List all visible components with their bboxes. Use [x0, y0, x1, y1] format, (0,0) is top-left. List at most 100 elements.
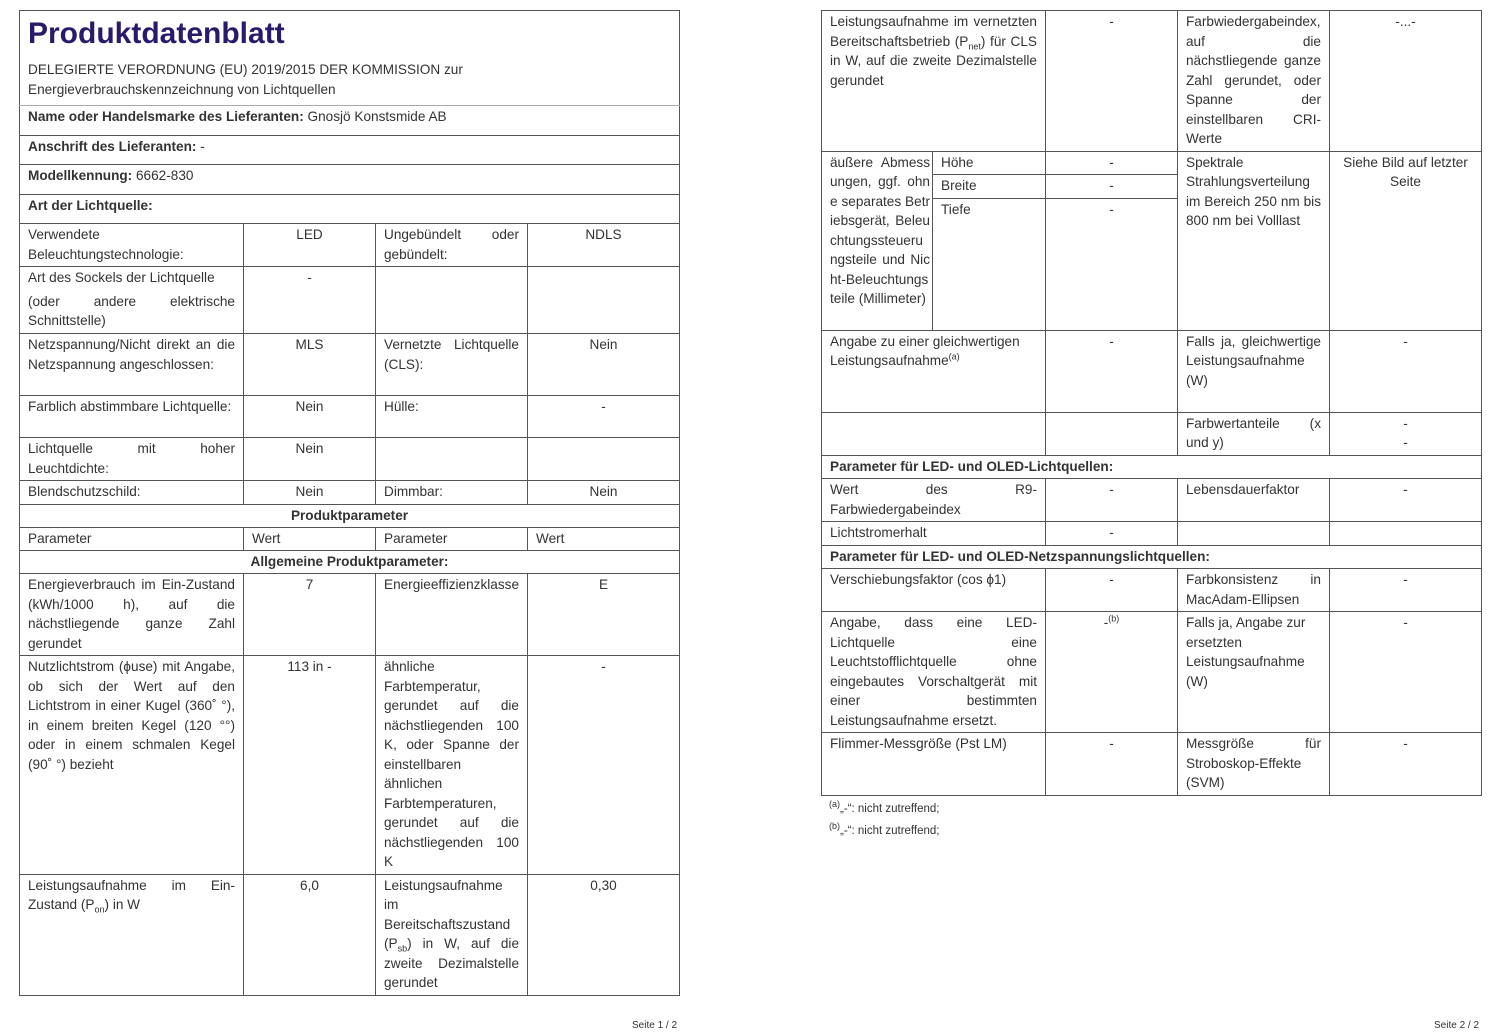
param-label: Hülle: — [375, 395, 528, 438]
empty-cell — [1177, 521, 1330, 546]
footnote-b: (b)„-“: nicht zutreffend; — [821, 820, 1481, 842]
param-label: Farbwiedergabeindex, auf die nächstliege… — [1177, 10, 1330, 152]
table-row: Lichtquelle mit hoher Leuchtdichte: Nein — [19, 437, 680, 481]
param-value: - — [1045, 478, 1178, 522]
param-value: MLS — [243, 333, 376, 396]
param-label: Ungebündelt oder gebündelt: — [375, 223, 528, 267]
param-label — [375, 266, 528, 334]
param-value: - — [1329, 611, 1482, 733]
table-row: Angabe zu einer gleichwertigen Leistungs… — [821, 329, 1482, 413]
param-value: Nein — [243, 437, 376, 481]
footnote-marker: (b) — [1108, 613, 1120, 624]
header-cell: Produktdatenblatt DELEGIERTE VERORDNUNG … — [19, 10, 680, 106]
table-row: Energieverbrauch im Ein-Zustand (kWh/100… — [19, 573, 680, 656]
param-label — [375, 437, 528, 481]
param-value: - — [1045, 732, 1178, 796]
param-label: Lichtquelle mit hoher Leuchtdichte: — [19, 437, 244, 481]
footnote-text: „-“: nicht zutreffend; — [840, 802, 940, 815]
footnotes: (a)„-“: nicht zutreffend; (b)„-“: nicht … — [821, 798, 1481, 842]
param-value: 6,0 — [243, 873, 376, 996]
table-row: Nutzlichtstrom (ϕuse) mit Angabe, ob sic… — [19, 655, 680, 875]
label-part: ) in W, auf die zweite Dezimalstelle ger… — [384, 936, 519, 990]
param-value: - — [1045, 10, 1178, 152]
mains-params-heading: Parameter für LED- und OLED-Netzspannung… — [821, 544, 1482, 569]
column-header-parameter: Parameter — [19, 526, 244, 551]
param-value: - — [1329, 732, 1482, 796]
led-params-heading: Parameter für LED- und OLED-Lichtquellen… — [821, 454, 1482, 479]
page-number-2: Seite 2 / 2 — [1434, 1020, 1480, 1031]
label-part: Leistungsaufnahme im vernetzten Bereitsc… — [830, 14, 1037, 49]
height-label: Höhe — [932, 150, 1046, 175]
param-value: - — [1045, 568, 1178, 612]
param-value: - — [527, 395, 680, 438]
param-value: - — [243, 266, 376, 334]
param-value: -(b) — [1045, 611, 1178, 733]
address-row: Anschrift des Lieferanten: - — [19, 135, 680, 165]
param-value: Nein — [243, 395, 376, 438]
param-label: Nutzlichtstrom (ϕuse) mit Angabe, ob sic… — [19, 655, 244, 875]
param-value: -...- — [1329, 10, 1482, 152]
param-value: Siehe Bild auf letzter Seite — [1329, 150, 1482, 331]
param-value: - — [1329, 478, 1482, 522]
footnote-marker: (b) — [829, 820, 840, 831]
table-row: Angabe, dass eine LED-Lichtquelle eine L… — [821, 611, 1482, 733]
param-label: Verschiebungsfaktor (cos ϕ1) — [821, 568, 1046, 612]
width-value: - — [1045, 174, 1178, 199]
param-value: - — [1045, 521, 1178, 546]
datasheet-table-2: Leistungsaufnahme im vernetzten Bereitsc… — [821, 10, 1482, 796]
table-row: Flimmer-Messgröße (Pst LM) - Messgröße f… — [821, 732, 1482, 796]
param-label: Wert des R9-Farbwiedergabeindex — [821, 478, 1046, 522]
param-label: Leistungsaufnahme im Ein-Zustand (Pon) i… — [19, 873, 244, 996]
empty-cell — [1329, 521, 1482, 546]
socket-label: Art des Sockels der Lichtquelle — [28, 270, 215, 285]
product-params-heading: Produktparameter — [19, 503, 680, 528]
param-label: Dimmbar: — [375, 480, 528, 505]
label-subscript: on — [94, 904, 105, 915]
width-label: Breite — [932, 174, 1046, 199]
empty-cell — [1045, 411, 1178, 456]
table-row: Netzspannung/Nicht direkt an die Netzspa… — [19, 333, 680, 396]
model-value: 6662-830 — [136, 168, 194, 183]
datasheet-table-1: Produktdatenblatt DELEGIERTE VERORDNUNG … — [19, 10, 680, 996]
table-row: Verwendete Beleuchtungstechnologie: LED … — [19, 223, 680, 267]
param-label: Angabe zu einer gleichwertigen Leistungs… — [821, 329, 1046, 413]
param-value — [527, 266, 680, 334]
value-part: - — [1103, 615, 1109, 630]
param-label: ähnliche Farbtemperatur, gerundet auf di… — [375, 655, 528, 875]
footnote-text: „-“: nicht zutreffend; — [840, 824, 940, 837]
param-label: Art des Sockels der Lichtquelle (oder and… — [19, 266, 244, 334]
param-label: Farblich abstimmbare Lichtquelle: — [19, 395, 244, 438]
regulation-line-1: DELEGIERTE VERORDNUNG (EU) 2019/2015 DER… — [28, 62, 463, 77]
address-value: - — [200, 139, 205, 154]
footnote-a: (a)„-“: nicht zutreffend; — [821, 798, 1481, 820]
regulation-line-2: Energieverbrauchskennzeichnung von Licht… — [28, 81, 336, 97]
param-label: Leistungsaufnahme im vernetzten Bereitsc… — [821, 10, 1046, 152]
label-part: ) in W — [104, 897, 141, 912]
param-value: E — [527, 573, 680, 656]
param-value: Nein — [527, 333, 680, 396]
param-label: Leistungsaufnahme im Bereitschaftszustan… — [375, 873, 528, 996]
label-part: Leistungsaufnahme im Bereitschaftszustan… — [384, 877, 511, 952]
depth-value: - — [1045, 197, 1178, 331]
page-2: Leistungsaufnahme im vernetzten Bereitsc… — [821, 10, 1482, 842]
param-label: Vernetzte Lichtquelle (CLS): — [375, 333, 528, 396]
footnote-marker: (a) — [948, 351, 960, 362]
page-1: Produktdatenblatt DELEGIERTE VERORDNUNG … — [19, 10, 680, 996]
param-value: Nein — [243, 480, 376, 505]
param-value: - — [527, 655, 680, 875]
table-row: Lichtstromerhalt - — [821, 521, 1482, 546]
model-row: Modellkennung: 6662-830 — [19, 164, 680, 195]
param-label: Lichtstromerhalt — [821, 521, 1046, 546]
page-title: Produktdatenblatt — [28, 17, 285, 50]
param-label: Farbkonsistenz in MacAdam-Ellipsen — [1177, 568, 1330, 612]
label-subscript: net — [968, 41, 981, 52]
table-row: Farblich abstimmbare Lichtquelle: Nein H… — [19, 395, 680, 438]
label-part: ) für CLS in W, auf die zweite Dezimalst… — [830, 33, 1037, 88]
param-label: Spektrale Strahlungsverteilung im Bereic… — [1177, 150, 1330, 331]
supplier-row: Name oder Handelsmarke des Lieferanten: … — [19, 105, 680, 136]
param-label: Messgröße für Stroboskop-Effekte (SVM) — [1177, 732, 1330, 796]
model-label: Modellkennung: — [28, 168, 133, 183]
x-value: - — [1403, 415, 1408, 431]
param-label: Falls ja, gleichwertige Leistungsaufnahm… — [1177, 329, 1330, 413]
param-label: Lebensdauerfaktor — [1177, 478, 1330, 522]
